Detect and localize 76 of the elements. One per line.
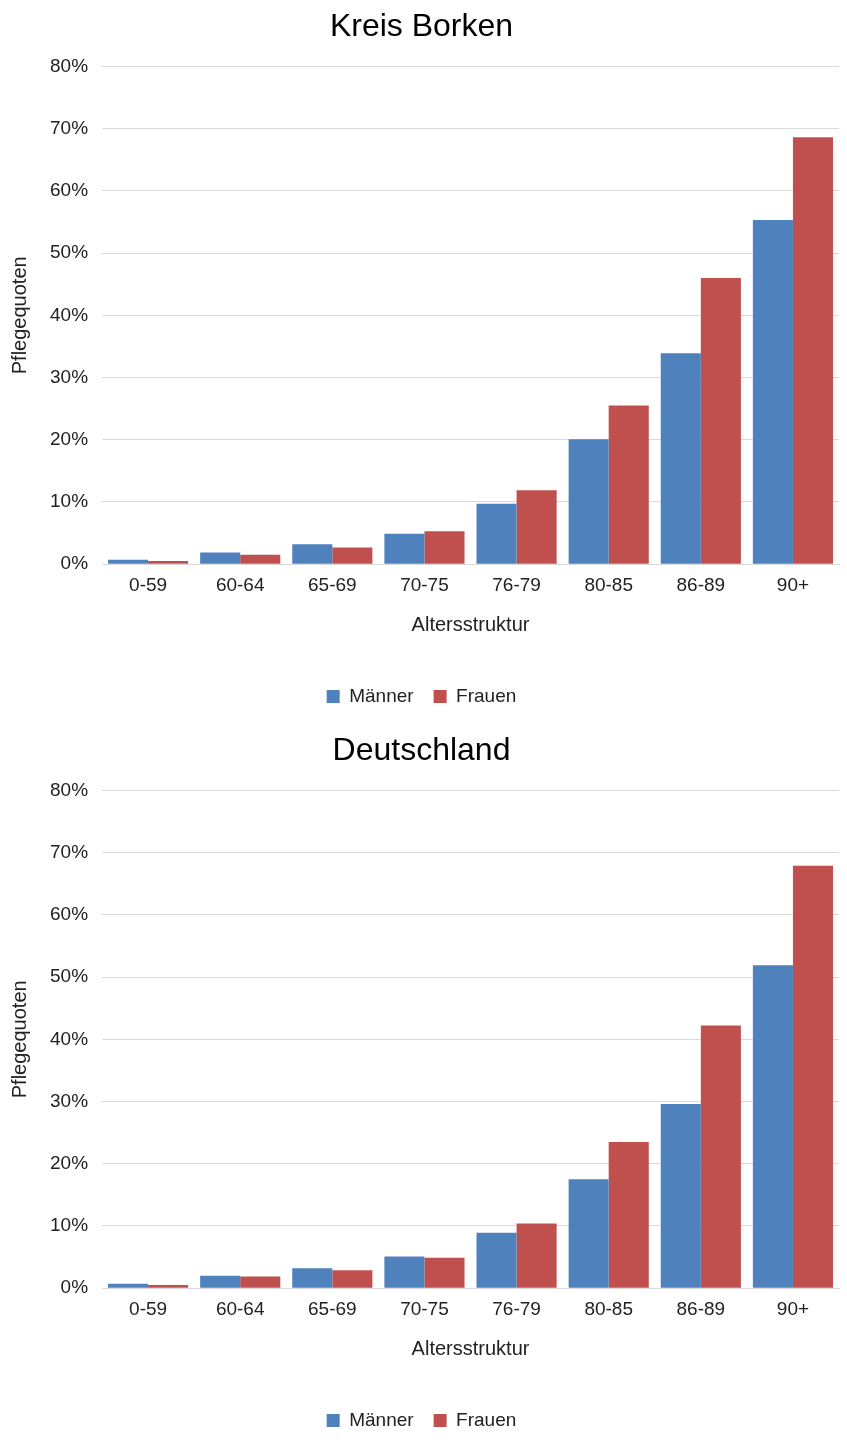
x-tick-label: 76-79 (492, 573, 541, 595)
y-tick-label: 50% (50, 241, 89, 263)
y-tick-label: 30% (50, 1089, 89, 1111)
bar (292, 1268, 333, 1288)
bar (240, 554, 281, 564)
legend-label: Frauen (456, 684, 517, 706)
bar (148, 1285, 189, 1288)
y-tick-label: 60% (50, 179, 89, 201)
bar (792, 137, 834, 564)
x-tick-label: 90+ (776, 573, 810, 595)
y-tick-label: 70% (50, 116, 89, 138)
x-tick-label: 70-75 (400, 1297, 449, 1319)
bar (700, 277, 741, 564)
x-tick-label: 80-85 (584, 573, 633, 595)
bar (332, 547, 373, 564)
legend-label: Männer (349, 1408, 415, 1430)
bar (752, 220, 793, 564)
bar (752, 965, 793, 1288)
bar (516, 1223, 557, 1288)
legend-label: Männer (349, 684, 415, 706)
bar (792, 865, 834, 1288)
bar (608, 1141, 649, 1288)
x-tick-label: 0-59 (129, 573, 168, 595)
bar (332, 1270, 373, 1288)
x-tick-label: 86-89 (676, 1297, 726, 1319)
y-tick-label: 10% (50, 1214, 89, 1236)
bar (660, 1104, 701, 1288)
y-tick-label: 40% (50, 1027, 89, 1049)
x-tick-label: 86-89 (676, 573, 726, 595)
x-tick-label: 65-69 (308, 1297, 357, 1319)
x-tick-label: 80-85 (584, 1297, 633, 1319)
legend-label: Frauen (456, 1408, 517, 1430)
y-tick-label: 80% (50, 54, 89, 76)
bar (200, 552, 241, 564)
y-tick-label: 70% (50, 840, 89, 862)
bar (200, 1275, 241, 1288)
bar (148, 561, 189, 564)
x-tick-label: 60-64 (215, 573, 265, 595)
x-tick-label: 0-59 (129, 1297, 168, 1319)
bar (608, 405, 649, 564)
chart-title: Kreis Borken (329, 7, 514, 44)
y-tick-label: 30% (50, 365, 89, 387)
y-axis-title: Pflegequoten (7, 256, 30, 375)
y-tick-label: 50% (50, 965, 89, 987)
bar (476, 503, 517, 564)
y-tick-label: 20% (50, 1151, 89, 1173)
bar (516, 490, 557, 564)
y-axis-title: Pflegequoten (7, 980, 30, 1099)
x-axis-title: Altersstruktur (411, 1336, 530, 1359)
bar (568, 1179, 609, 1288)
bar (108, 1283, 149, 1288)
x-tick-label: 90+ (776, 1297, 810, 1319)
y-tick-label: 0% (60, 1276, 89, 1298)
bar (700, 1025, 741, 1288)
bar (240, 1276, 281, 1288)
bar (660, 353, 701, 564)
x-tick-label: 60-64 (215, 1297, 265, 1319)
bar (108, 559, 149, 564)
x-tick-label: 65-69 (308, 573, 357, 595)
chart-title: Deutschland (332, 731, 511, 768)
bar (424, 1257, 465, 1288)
y-tick-label: 80% (50, 778, 89, 800)
x-axis-title: Altersstruktur (411, 612, 530, 635)
y-tick-label: 60% (50, 903, 89, 925)
bar (476, 1232, 517, 1288)
y-tick-label: 0% (60, 552, 89, 574)
bar (384, 533, 425, 564)
y-tick-label: 10% (50, 490, 89, 512)
bar (568, 439, 609, 564)
bar (292, 544, 333, 564)
bar (424, 531, 465, 564)
y-tick-label: 40% (50, 303, 89, 325)
y-tick-label: 20% (50, 427, 89, 449)
bar (384, 1256, 425, 1288)
x-tick-label: 76-79 (492, 1297, 541, 1319)
x-tick-label: 70-75 (400, 573, 449, 595)
